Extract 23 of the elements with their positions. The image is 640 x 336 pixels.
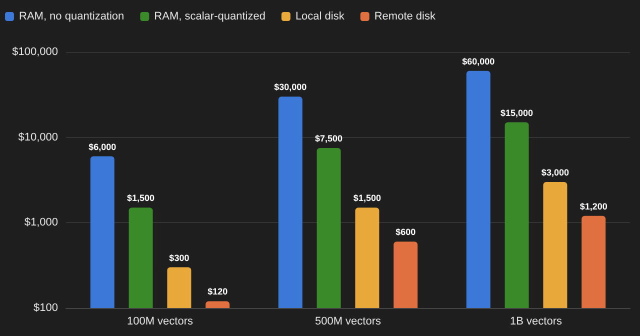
y-tick-label: $100,000 bbox=[12, 46, 58, 58]
legend-label: Local disk bbox=[295, 10, 345, 22]
legend-label: Remote disk bbox=[374, 10, 436, 22]
y-tick-label: $10,000 bbox=[18, 131, 58, 144]
data-label: $1,200 bbox=[580, 201, 608, 212]
data-label: $1,500 bbox=[353, 193, 381, 204]
data-label: $15,000 bbox=[500, 108, 534, 118]
x-tick-label: 100M vectors bbox=[126, 316, 194, 328]
legend-label: RAM, scalar-quantized bbox=[154, 10, 266, 22]
data-label: $7,500 bbox=[315, 133, 343, 144]
data-label: $300 bbox=[169, 252, 190, 263]
data-label: $120 bbox=[208, 286, 228, 297]
x-tick-label: 500M vectors bbox=[314, 316, 382, 328]
data-label: $6,000 bbox=[88, 142, 116, 152]
y-tick-label: $1,000 bbox=[24, 216, 58, 229]
data-label: $60,000 bbox=[462, 56, 495, 66]
data-label: $1,500 bbox=[127, 193, 155, 204]
x-tick-label: 1B vectors bbox=[510, 316, 562, 328]
data-label: $3,000 bbox=[541, 167, 569, 178]
data-label: $600 bbox=[396, 227, 416, 238]
legend-label: RAM, no quantization bbox=[19, 10, 124, 22]
y-tick-label: $100 bbox=[34, 302, 58, 314]
data-label: $30,000 bbox=[274, 82, 307, 92]
